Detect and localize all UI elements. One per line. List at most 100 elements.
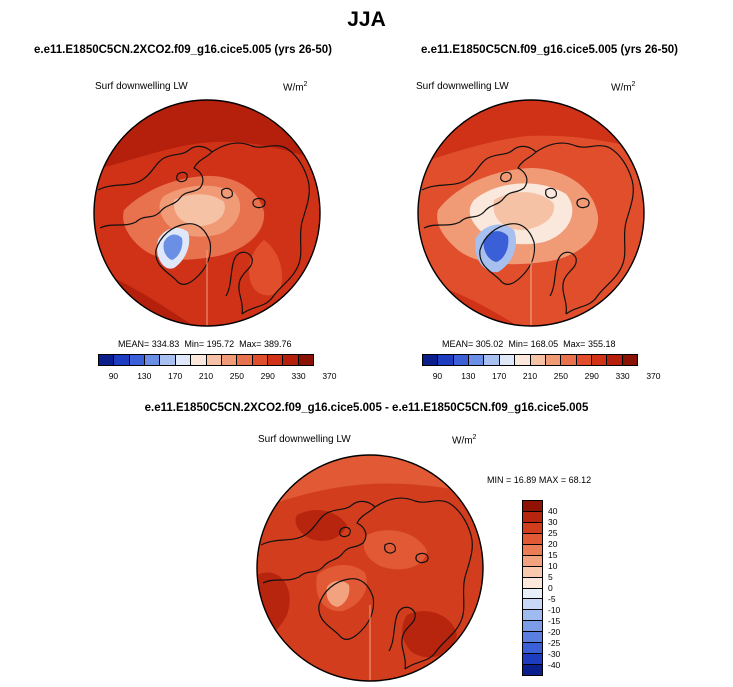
panel1-colorbar-swatch	[145, 355, 161, 365]
panel1-case-title: e.e11.E1850C5CN.2XCO2.f09_g16.cice5.005 …	[34, 44, 332, 56]
panel2-colorbar-swatch	[423, 355, 439, 365]
panel1-colorbar-tick-label: 370	[322, 371, 337, 381]
panel2-colorbar-swatch	[515, 355, 531, 365]
diff-colorbar-tick-label: 30	[548, 517, 558, 527]
diff-max-label: MAX =	[538, 475, 567, 485]
panel1-units-label: W/m2	[283, 81, 308, 94]
panel2-min-value: 168.05	[530, 339, 559, 349]
diff-colorbar-tick-label: 40	[548, 506, 558, 516]
panel2-colorbar-swatch	[622, 355, 638, 365]
panel1-colorbar-swatch	[160, 355, 176, 365]
diff-colorbar-tick-label: 10	[548, 561, 558, 571]
diff-colorbar-swatch	[523, 654, 542, 666]
panel2-colorbar-swatch	[576, 355, 592, 365]
panel1-mean-label: MEAN=	[118, 339, 150, 349]
panel2-case-title: e.e11.E1850C5CN.f09_g16.cice5.005 (yrs 2…	[420, 44, 678, 56]
panel1-max-label: Max=	[239, 339, 262, 349]
panel1-colorbar-swatch	[191, 355, 207, 365]
panel2-colorbar-swatch	[484, 355, 500, 365]
diff-colorbar-tick-label: 15	[548, 550, 558, 560]
panel1-colorbar-swatch	[129, 355, 146, 365]
panel1-min-label: Min=	[184, 339, 205, 349]
diff-case-title: e.e11.E1850C5CN.2XCO2.f09_g16.cice5.005 …	[144, 402, 589, 414]
diff-colorbar-swatch	[523, 621, 542, 633]
diff-max-value: 68.12	[568, 475, 592, 485]
diff-map-coastline	[318, 578, 375, 640]
panel2-colorbar-tick-label: 90	[432, 371, 443, 381]
diff-map-field-region	[402, 611, 457, 658]
diff-colorbar-tick-label: -20	[548, 627, 561, 637]
panel1-colorbar-swatch	[206, 355, 222, 365]
panel2-max-label: Max=	[563, 339, 586, 349]
panel1-colorbar-swatch	[298, 355, 314, 365]
panel1-colorbar-swatch	[221, 355, 238, 365]
panel2-map-field	[418, 100, 644, 326]
panel1-min-value: 195.72	[206, 339, 235, 349]
panel2-map-coastline	[576, 197, 590, 209]
panel2-min-label: Min=	[508, 339, 529, 349]
panel2-map-coastline	[500, 171, 512, 183]
panel2-map-coastline	[549, 251, 577, 315]
panel2-mean-value: 305.02	[475, 339, 504, 349]
diff-colorbar-swatch	[523, 632, 542, 644]
panel2-colorbar-tick-label: 170	[492, 371, 507, 381]
panel1-colorbar-swatch	[267, 355, 284, 365]
panel1-colorbar-tick-label: 210	[198, 371, 214, 381]
panel2-map-coastline	[421, 145, 537, 229]
diff-colorbar-swatch	[523, 577, 542, 589]
diff-colorbar-swatch	[523, 501, 542, 512]
panel1-colorbar	[98, 354, 314, 366]
panel1-colorbar-tick-label: 250	[229, 371, 244, 381]
panel2-mean-label: MEAN=	[442, 339, 474, 349]
diff-colorbar	[522, 500, 543, 676]
panel1-map-field-region	[163, 234, 183, 260]
panel2-map-boundary	[417, 99, 645, 327]
panel2-map-field-region	[418, 100, 644, 164]
panel1-colorbar-swatch	[252, 355, 268, 365]
diff-polar-map	[256, 454, 484, 682]
panel2-colorbar	[422, 354, 638, 366]
panel1-mean-value: 334.83	[151, 339, 180, 349]
panel2-units-label: W/m2	[611, 81, 636, 94]
panel1-colorbar-tick-label: 290	[260, 371, 275, 381]
panel2-colorbar-ticks: 90 130 170 210 250 290 330 370	[422, 371, 661, 383]
panel1-map-field-region	[173, 194, 225, 226]
panel1-colorbar-swatch	[175, 355, 192, 365]
diff-variable-label: Surf downwelling LW	[258, 434, 351, 445]
panel2-map-field-region	[483, 231, 509, 262]
diff-colorbar-swatch	[523, 610, 542, 622]
panel1-map-boundary	[93, 99, 321, 327]
panel2-polar-map	[417, 99, 645, 327]
panel1-colorbar-tick-label: 170	[168, 371, 183, 381]
diff-units-label: W/m2	[452, 434, 477, 447]
panel1-max-value: 389.76	[263, 339, 292, 349]
panel1-colorbar-swatch	[114, 355, 130, 365]
panel1-colorbar-ticks: 90 130 170 210 250 290 330 370	[98, 371, 337, 383]
diff-map-coastline	[415, 552, 429, 564]
panel2-colorbar-swatch	[453, 355, 470, 365]
figure-title: JJA	[347, 8, 386, 31]
diff-colorbar-swatch	[523, 522, 542, 534]
panel2-colorbar-swatch	[438, 355, 454, 365]
panel1-map-coastline	[252, 197, 266, 209]
panel2-colorbar-swatch	[561, 355, 577, 365]
panel2-variable-label: Surf downwelling LW	[416, 81, 509, 92]
diff-map-field	[257, 455, 483, 681]
panel1-colorbar-swatch	[99, 355, 115, 365]
diff-min-label: MIN =	[487, 475, 512, 485]
diff-map-coastline	[374, 497, 473, 670]
diff-colorbar-tick-label: 25	[548, 528, 558, 538]
panel1-map-coastline	[97, 145, 213, 229]
diff-colorbar-ticks: 40 30 25 20 15 10 5 0 -5 -10 -15 -20 -25 -30 -40	[548, 500, 578, 676]
panel2-colorbar-tick-label: 290	[584, 371, 599, 381]
panel2-map-field-region	[493, 192, 555, 230]
diff-colorbar-tick-label: -25	[548, 638, 561, 648]
panel1-variable-label: Surf downwelling LW	[95, 81, 188, 92]
diff-colorbar-swatch	[523, 511, 542, 523]
panel2-map-coastline	[535, 142, 634, 315]
diff-colorbar-swatch	[523, 555, 542, 567]
diff-colorbar-tick-label: 20	[548, 539, 558, 549]
panel2-stats: MEAN= 305.02 Min= 168.05 Max= 355.18	[442, 339, 615, 349]
diff-colorbar-tick-label: -40	[548, 660, 561, 670]
panel2-colorbar-swatch	[499, 355, 516, 365]
